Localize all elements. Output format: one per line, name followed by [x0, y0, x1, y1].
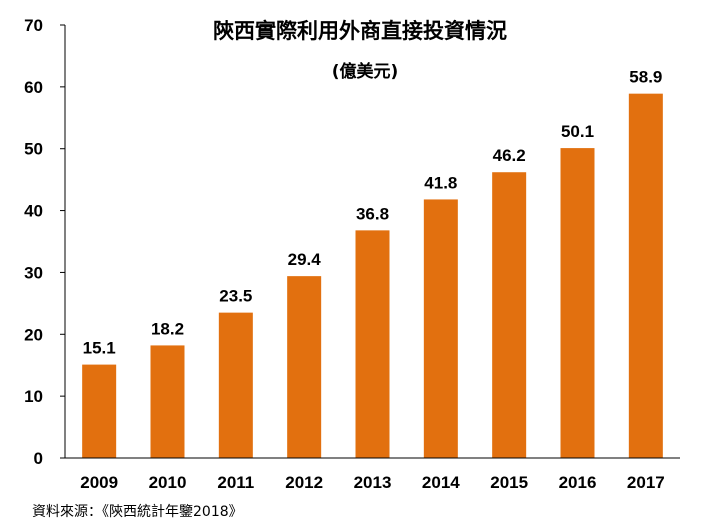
bars: 15.1 18.2 23.5 29.4 36.8 41.8 46.2 50.1 58.9 — [82, 68, 663, 459]
bar-2017 — [628, 93, 663, 458]
data-label-2010: 18.2 — [151, 319, 184, 338]
y-tick-label: 50 — [24, 140, 43, 159]
y-axis: 0 10 20 30 40 50 60 70 — [24, 16, 66, 468]
bar-2011 — [218, 312, 253, 458]
chart-title: 陝西實際利用外商直接投資情況 — [213, 19, 507, 43]
x-axis: 2009 2010 2011 2012 2013 2014 2015 2016 2017 — [65, 457, 680, 492]
x-tick-label-2016: 2016 — [559, 473, 597, 492]
data-label-2015: 46.2 — [493, 146, 526, 165]
bar-2015 — [492, 172, 527, 458]
data-label-2011: 23.5 — [219, 287, 252, 306]
chart-subtitle: (億美元) — [332, 61, 399, 82]
x-tick-label-2017: 2017 — [627, 473, 665, 492]
bar-2013 — [355, 230, 390, 458]
x-tick-label-2014: 2014 — [422, 473, 460, 492]
bar-2016 — [560, 148, 595, 459]
data-label-2013: 36.8 — [356, 204, 389, 223]
x-tick-label-2010: 2010 — [149, 473, 187, 492]
x-tick-label-2015: 2015 — [490, 473, 528, 492]
y-tick-label: 10 — [24, 387, 43, 406]
y-tick-label: 60 — [24, 78, 43, 97]
source-note: 資料來源：《陝西統計年鑒2018》 — [32, 504, 243, 520]
data-label-2012: 29.4 — [288, 250, 322, 269]
x-tick-label-2009: 2009 — [80, 473, 118, 492]
bar-2009 — [82, 364, 117, 458]
data-label-2009: 15.1 — [83, 339, 116, 358]
y-tick-label: 30 — [24, 263, 43, 282]
data-label-2014: 41.8 — [424, 173, 457, 192]
x-tick-label-2012: 2012 — [285, 473, 323, 492]
bar-2014 — [423, 199, 458, 459]
y-tick-label: 0 — [34, 449, 43, 468]
data-label-2017: 58.9 — [629, 68, 662, 87]
x-tick-label-2011: 2011 — [217, 473, 254, 492]
bar-2012 — [287, 276, 322, 458]
x-tick-label-2013: 2013 — [354, 473, 392, 492]
y-tick-label: 70 — [24, 16, 43, 35]
bar-2010 — [150, 345, 185, 458]
data-label-2016: 50.1 — [561, 122, 594, 141]
y-tick-label: 40 — [24, 202, 43, 221]
y-tick-label: 20 — [24, 325, 43, 344]
